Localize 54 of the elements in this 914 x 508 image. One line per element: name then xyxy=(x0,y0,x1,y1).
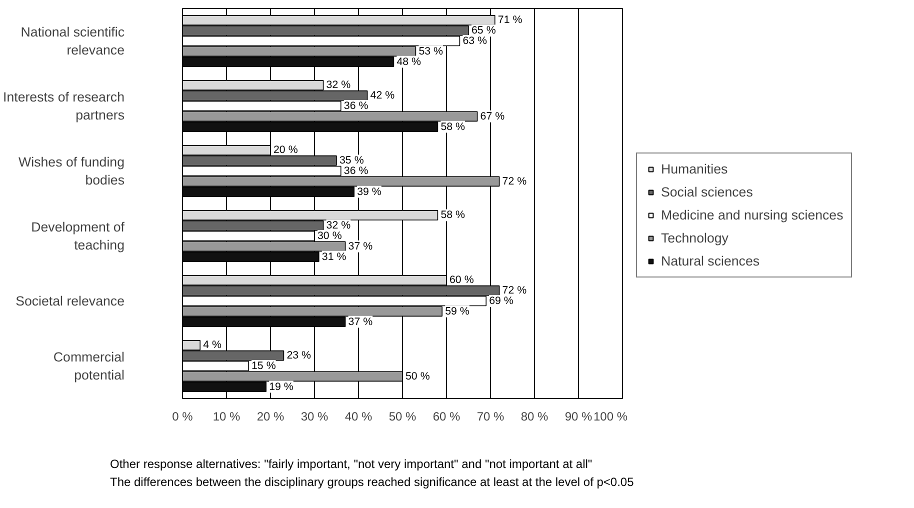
x-tick-label: 50 % xyxy=(388,410,417,424)
legend-label: Technology xyxy=(661,230,728,246)
text: The differences between the disciplinary groups reached significance at least at the level of p<0.05 xyxy=(110,475,634,489)
data-label: 20 % xyxy=(274,144,298,156)
legend-label: Social sciences xyxy=(661,184,753,200)
data-label: 30 % xyxy=(318,230,342,242)
legend-label: Medicine and nursing sciences xyxy=(661,208,844,222)
data-label: 67 % xyxy=(480,110,506,122)
data-label: 23 % xyxy=(286,350,312,362)
data-label: 72 % xyxy=(502,175,528,188)
x-tick-label: 70 % xyxy=(476,410,505,424)
data-label: 32 % xyxy=(326,79,352,92)
data-label: 59 % xyxy=(445,305,470,318)
data-label: 48 % xyxy=(396,56,422,68)
data-label: 31 % xyxy=(322,250,347,263)
data-label: 65 % xyxy=(472,24,496,37)
data-label: 69 % xyxy=(489,295,514,307)
data-label: 4 % xyxy=(203,339,222,352)
x-tick-label: 80 % xyxy=(520,410,549,424)
y-tick-label: Societal relevance xyxy=(16,294,125,308)
data-label: 42 % xyxy=(370,90,396,102)
data-label: 58 % xyxy=(440,209,466,222)
data-label: 37 % xyxy=(348,316,374,328)
y-tick-label: Commercial potential xyxy=(53,350,125,382)
x-tick-label: 40 % xyxy=(344,410,373,424)
x-tick-label: 30 % xyxy=(300,410,329,424)
text: Other response alternatives: "fairly important, "not very important" and "not important at all" xyxy=(110,457,592,471)
legend-label: Humanities xyxy=(661,162,728,176)
x-tick-label: 90 % xyxy=(564,410,593,424)
x-tick-label: 20 % xyxy=(256,410,285,424)
x-tick-label: 0 % xyxy=(172,410,194,424)
data-label: 37 % xyxy=(348,240,374,252)
y-tick-label: Development of teaching xyxy=(31,220,125,252)
data-label: 39 % xyxy=(357,186,382,198)
y-tick-label: National scientific relevance xyxy=(20,24,125,58)
x-tick-label: 100 % xyxy=(593,410,628,424)
data-label: 63 % xyxy=(462,35,488,47)
data-label: 58 % xyxy=(440,120,466,133)
data-label: 36 % xyxy=(344,100,369,112)
data-label: 72 % xyxy=(502,284,528,297)
data-label: 36 % xyxy=(344,165,369,177)
data-label: 35 % xyxy=(340,154,364,167)
legend-label: Natural sciences xyxy=(661,254,760,268)
data-label: 60 % xyxy=(450,274,474,286)
x-tick-label: 60 % xyxy=(432,410,461,424)
data-label: 15 % xyxy=(252,360,276,372)
data-label: 50 % xyxy=(406,370,430,382)
y-tick-label: Interests of research partners xyxy=(3,90,125,122)
data-label: 53 % xyxy=(418,45,444,58)
data-label: 32 % xyxy=(326,220,352,232)
x-tick-label: 10 % xyxy=(212,410,241,424)
data-label: 71 % xyxy=(498,14,523,26)
data-label: 19 % xyxy=(269,380,294,393)
y-tick-label: Wishes of funding bodies xyxy=(18,154,125,188)
